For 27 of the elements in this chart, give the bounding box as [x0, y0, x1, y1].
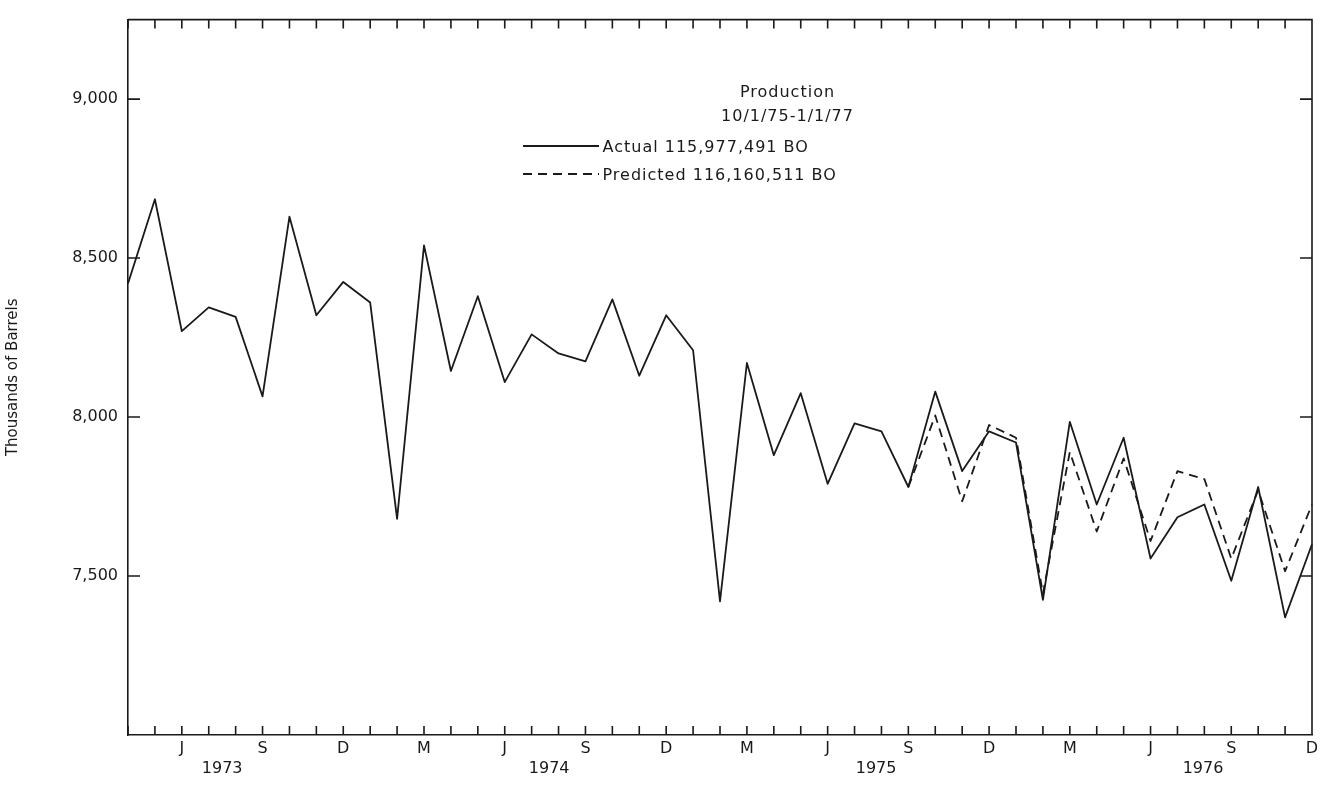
text: 1973: [201, 758, 243, 778]
x-tick-label: S: [580, 737, 591, 757]
legend-title: Production 10/1/75-1/1/77: [720, 81, 855, 127]
text: 1975: [855, 758, 897, 778]
y-tick-label: 7,500: [72, 565, 118, 585]
text: 1976: [1182, 758, 1224, 778]
x-tick-label: D: [1305, 737, 1319, 757]
x-tick-label: S: [1226, 737, 1237, 757]
x-tick-label: S: [257, 737, 268, 757]
x-tick-label: M: [417, 737, 431, 757]
x-tick-label: D: [660, 737, 673, 757]
x-tick-label: M: [740, 737, 754, 757]
x-tick-label: J: [501, 737, 508, 757]
y-axis-title: Thousands of Barrels: [2, 298, 21, 458]
legend-label: Actual 115,977,491 BO: [602, 136, 809, 156]
x-tick-label: J: [178, 737, 185, 757]
x-tick-label: S: [903, 737, 914, 757]
text: 1974: [528, 758, 570, 778]
x-tick-label: M: [1062, 737, 1077, 757]
y-tick-label: 8,500: [72, 247, 118, 267]
x-tick-label: J: [1147, 737, 1153, 757]
y-tick-label: 9,000: [72, 88, 118, 108]
x-tick-label: D: [982, 737, 996, 757]
y-tick-label: 8,000: [72, 406, 118, 426]
x-tick-label: D: [337, 737, 350, 757]
x-tick-label: J: [824, 737, 830, 757]
legend-label: Predicted 116,160,511 BO: [602, 164, 837, 184]
